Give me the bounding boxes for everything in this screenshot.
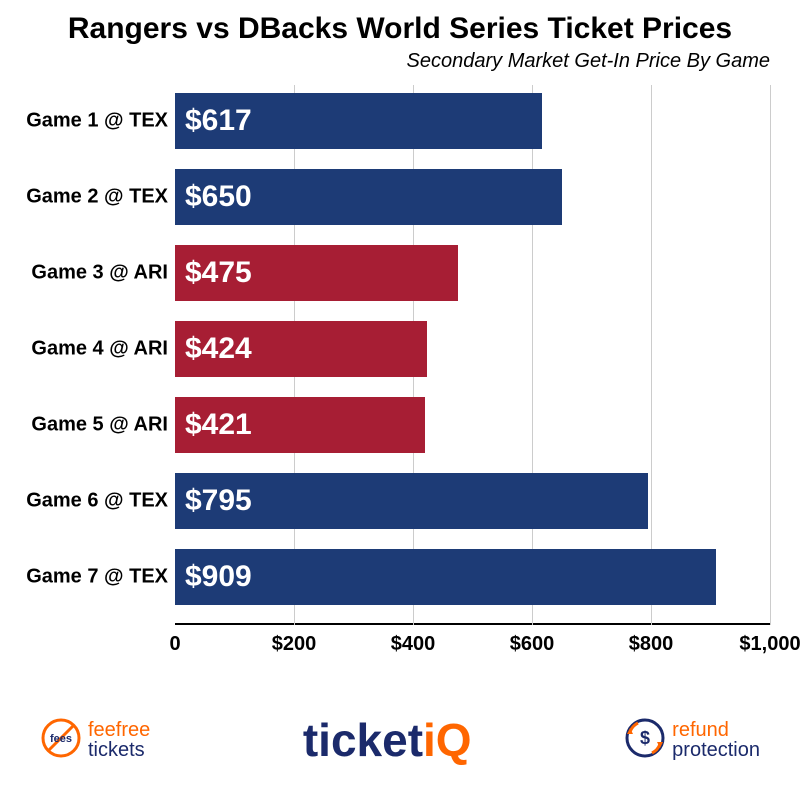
svg-text:fees: fees [50, 733, 72, 745]
feefree-line2: tickets [88, 740, 150, 760]
bar-value-label: $795 [185, 484, 252, 518]
refund-badge: $ refund protection [624, 717, 760, 764]
y-axis-label: Game 6 @ TEX [8, 490, 168, 513]
refund-line1: refund [672, 720, 760, 740]
bar-row: $909 [175, 549, 770, 605]
feefree-text: feefree tickets [88, 720, 150, 760]
x-tick-label: $400 [391, 633, 436, 656]
y-axis-label: Game 3 @ ARI [8, 262, 168, 285]
refund-text: refund protection [672, 720, 760, 760]
bar: $909 [175, 549, 716, 605]
ticketiq-logo: ticketiQ [303, 713, 472, 767]
bar-value-label: $424 [185, 332, 252, 366]
chart-area: $617 $650 $475 $424 $421 $795 $909 0 $200 $400 $6… [0, 85, 800, 665]
x-tick-label: $800 [629, 633, 674, 656]
grid-line [770, 85, 771, 625]
bar: $650 [175, 169, 562, 225]
bar-row: $795 [175, 473, 770, 529]
feefree-badge: fees feefree tickets [40, 717, 150, 764]
bar-row: $617 [175, 93, 770, 149]
x-axis [175, 623, 770, 625]
bar-row: $650 [175, 169, 770, 225]
bar-row: $424 [175, 321, 770, 377]
refund-line2: protection [672, 740, 760, 760]
bar-row: $475 [175, 245, 770, 301]
y-axis-label: Game 5 @ ARI [8, 414, 168, 437]
logo-part1: ticket [303, 713, 423, 767]
x-tick-label: $600 [510, 633, 555, 656]
x-tick-label: $1,000 [739, 633, 800, 656]
x-tick-label: $200 [272, 633, 317, 656]
plot-region: $617 $650 $475 $424 $421 $795 $909 [175, 85, 770, 625]
bar-value-label: $475 [185, 256, 252, 290]
bar-value-label: $421 [185, 408, 252, 442]
bar: $424 [175, 321, 427, 377]
bar-value-label: $650 [185, 180, 252, 214]
feefree-line1: feefree [88, 720, 150, 740]
footer: fees feefree tickets ticketiQ $ refund p… [0, 690, 800, 800]
y-axis-label: Game 1 @ TEX [8, 110, 168, 133]
logo-part2: iQ [423, 713, 472, 767]
refund-icon: $ [624, 717, 666, 764]
feefree-icon: fees [40, 717, 82, 764]
bar: $475 [175, 245, 458, 301]
chart-title: Rangers vs DBacks World Series Ticket Pr… [0, 0, 800, 46]
bar: $421 [175, 397, 425, 453]
y-axis-label: Game 7 @ TEX [8, 566, 168, 589]
x-tick-label: 0 [169, 633, 180, 656]
bar-value-label: $617 [185, 104, 252, 138]
chart-subtitle: Secondary Market Get-In Price By Game [0, 46, 800, 73]
bar-row: $421 [175, 397, 770, 453]
bar: $795 [175, 473, 648, 529]
y-axis-label: Game 2 @ TEX [8, 186, 168, 209]
bar-value-label: $909 [185, 560, 252, 594]
svg-text:$: $ [640, 728, 650, 748]
y-axis-label: Game 4 @ ARI [8, 338, 168, 361]
bar: $617 [175, 93, 542, 149]
